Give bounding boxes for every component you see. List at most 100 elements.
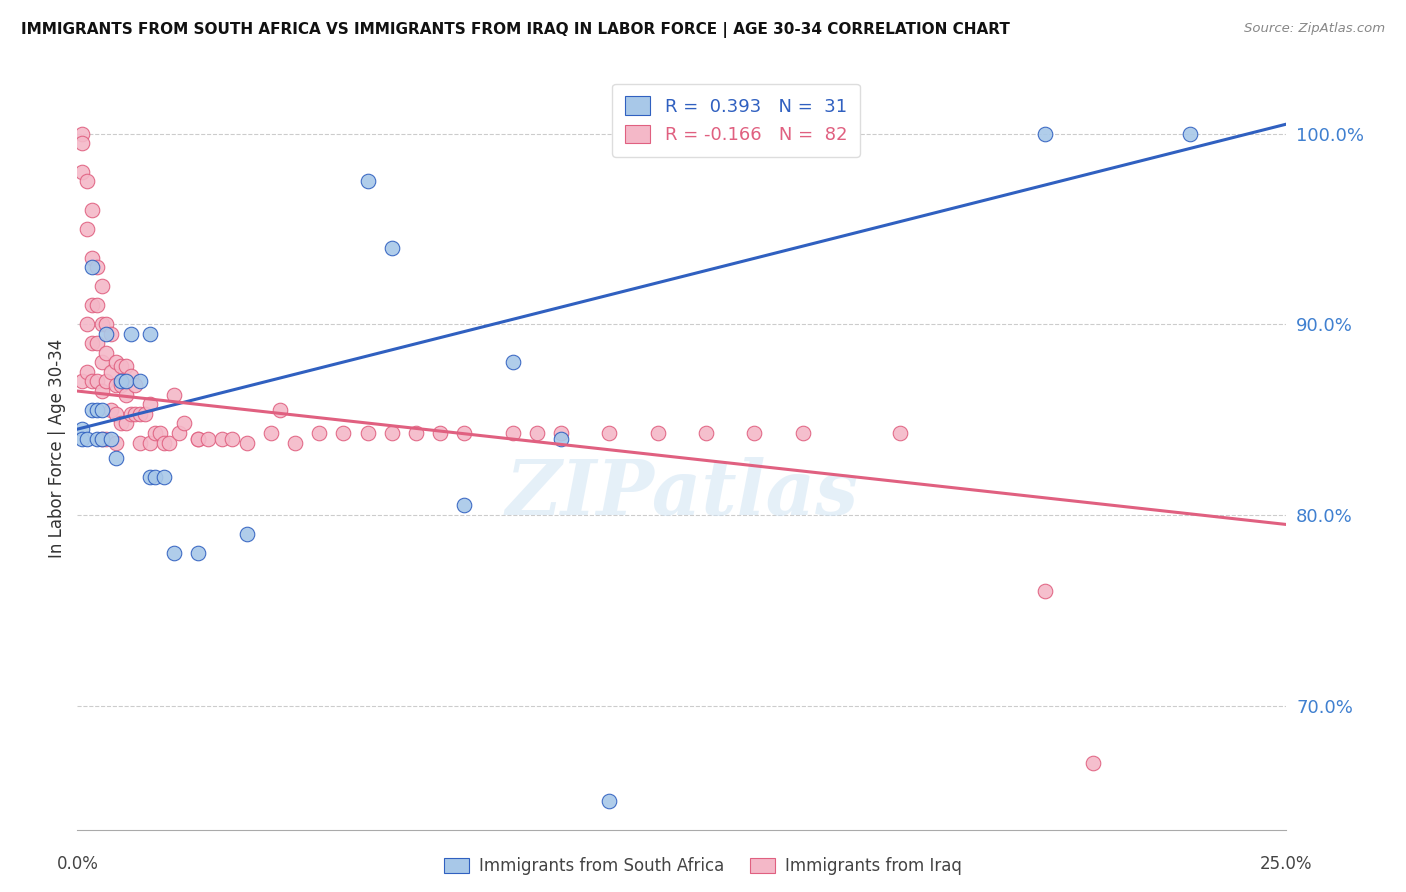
Point [124,407,146,421]
Point [96,375,118,389]
Point [114,375,136,389]
Point [105,355,128,369]
Point [76,318,98,332]
Point [187,546,209,560]
Point [139,326,162,341]
Legend: Immigrants from South Africa, Immigrants from Iraq: Immigrants from South Africa, Immigrants… [436,849,970,884]
Point [187,432,209,446]
Point [80,375,103,389]
Point [80,260,103,274]
Point [96,326,118,341]
Point [70,375,93,389]
Point [356,425,378,440]
Point [153,470,176,484]
Point [105,450,128,465]
Point [90,279,112,293]
Point [76,365,98,379]
Point [110,359,132,374]
Point [502,355,524,369]
Point [114,359,136,374]
Point [143,425,166,440]
Point [100,403,122,417]
Point [381,241,404,255]
Point [105,378,128,392]
Point [269,403,291,417]
Point [550,432,572,446]
Point [163,546,186,560]
Point [173,417,195,431]
Point [211,432,233,446]
Point [260,425,283,440]
Point [80,403,103,417]
Point [90,384,112,398]
Point [90,432,112,446]
Point [76,222,98,236]
Point [308,425,330,440]
Point [90,432,112,446]
Point [139,470,162,484]
Point [526,425,548,440]
Point [100,326,122,341]
Text: ZIPatlas: ZIPatlas [505,457,859,531]
Point [70,422,93,436]
Point [453,425,475,440]
Point [148,425,170,440]
Point [235,527,257,541]
Point [120,326,142,341]
Point [139,435,162,450]
Point [80,336,103,351]
Point [96,318,118,332]
Point [187,432,209,446]
Point [163,388,186,402]
Point [167,425,190,440]
Text: 0.0%: 0.0% [56,855,98,872]
Point [598,794,620,808]
Point [76,174,98,188]
Point [70,165,93,179]
Point [90,403,112,417]
Point [134,407,156,421]
Point [889,425,911,440]
Point [105,435,128,450]
Point [86,336,108,351]
Point [86,403,108,417]
Point [100,432,122,446]
Point [157,435,180,450]
Point [114,417,136,431]
Point [80,298,103,312]
Point [550,425,572,440]
Point [70,432,93,446]
Text: Source: ZipAtlas.com: Source: ZipAtlas.com [1244,22,1385,36]
Point [221,432,243,446]
Point [502,425,524,440]
Point [114,388,136,402]
Point [110,378,132,392]
Point [105,407,128,421]
Point [139,397,162,411]
Point [90,318,112,332]
Point [90,355,112,369]
Point [86,260,108,274]
Point [86,298,108,312]
Point [598,425,620,440]
Point [197,432,219,446]
Text: 25.0%: 25.0% [1260,855,1313,872]
Point [1033,584,1056,599]
Point [453,499,475,513]
Point [332,425,354,440]
Point [96,346,118,360]
Point [70,127,93,141]
Point [792,425,814,440]
Point [110,417,132,431]
Point [356,174,378,188]
Point [284,435,307,450]
Point [100,365,122,379]
Point [235,435,257,450]
Point [80,251,103,265]
Point [120,368,142,383]
Point [110,375,132,389]
Point [1033,127,1056,141]
Point [129,435,152,450]
Point [76,432,98,446]
Point [124,378,146,392]
